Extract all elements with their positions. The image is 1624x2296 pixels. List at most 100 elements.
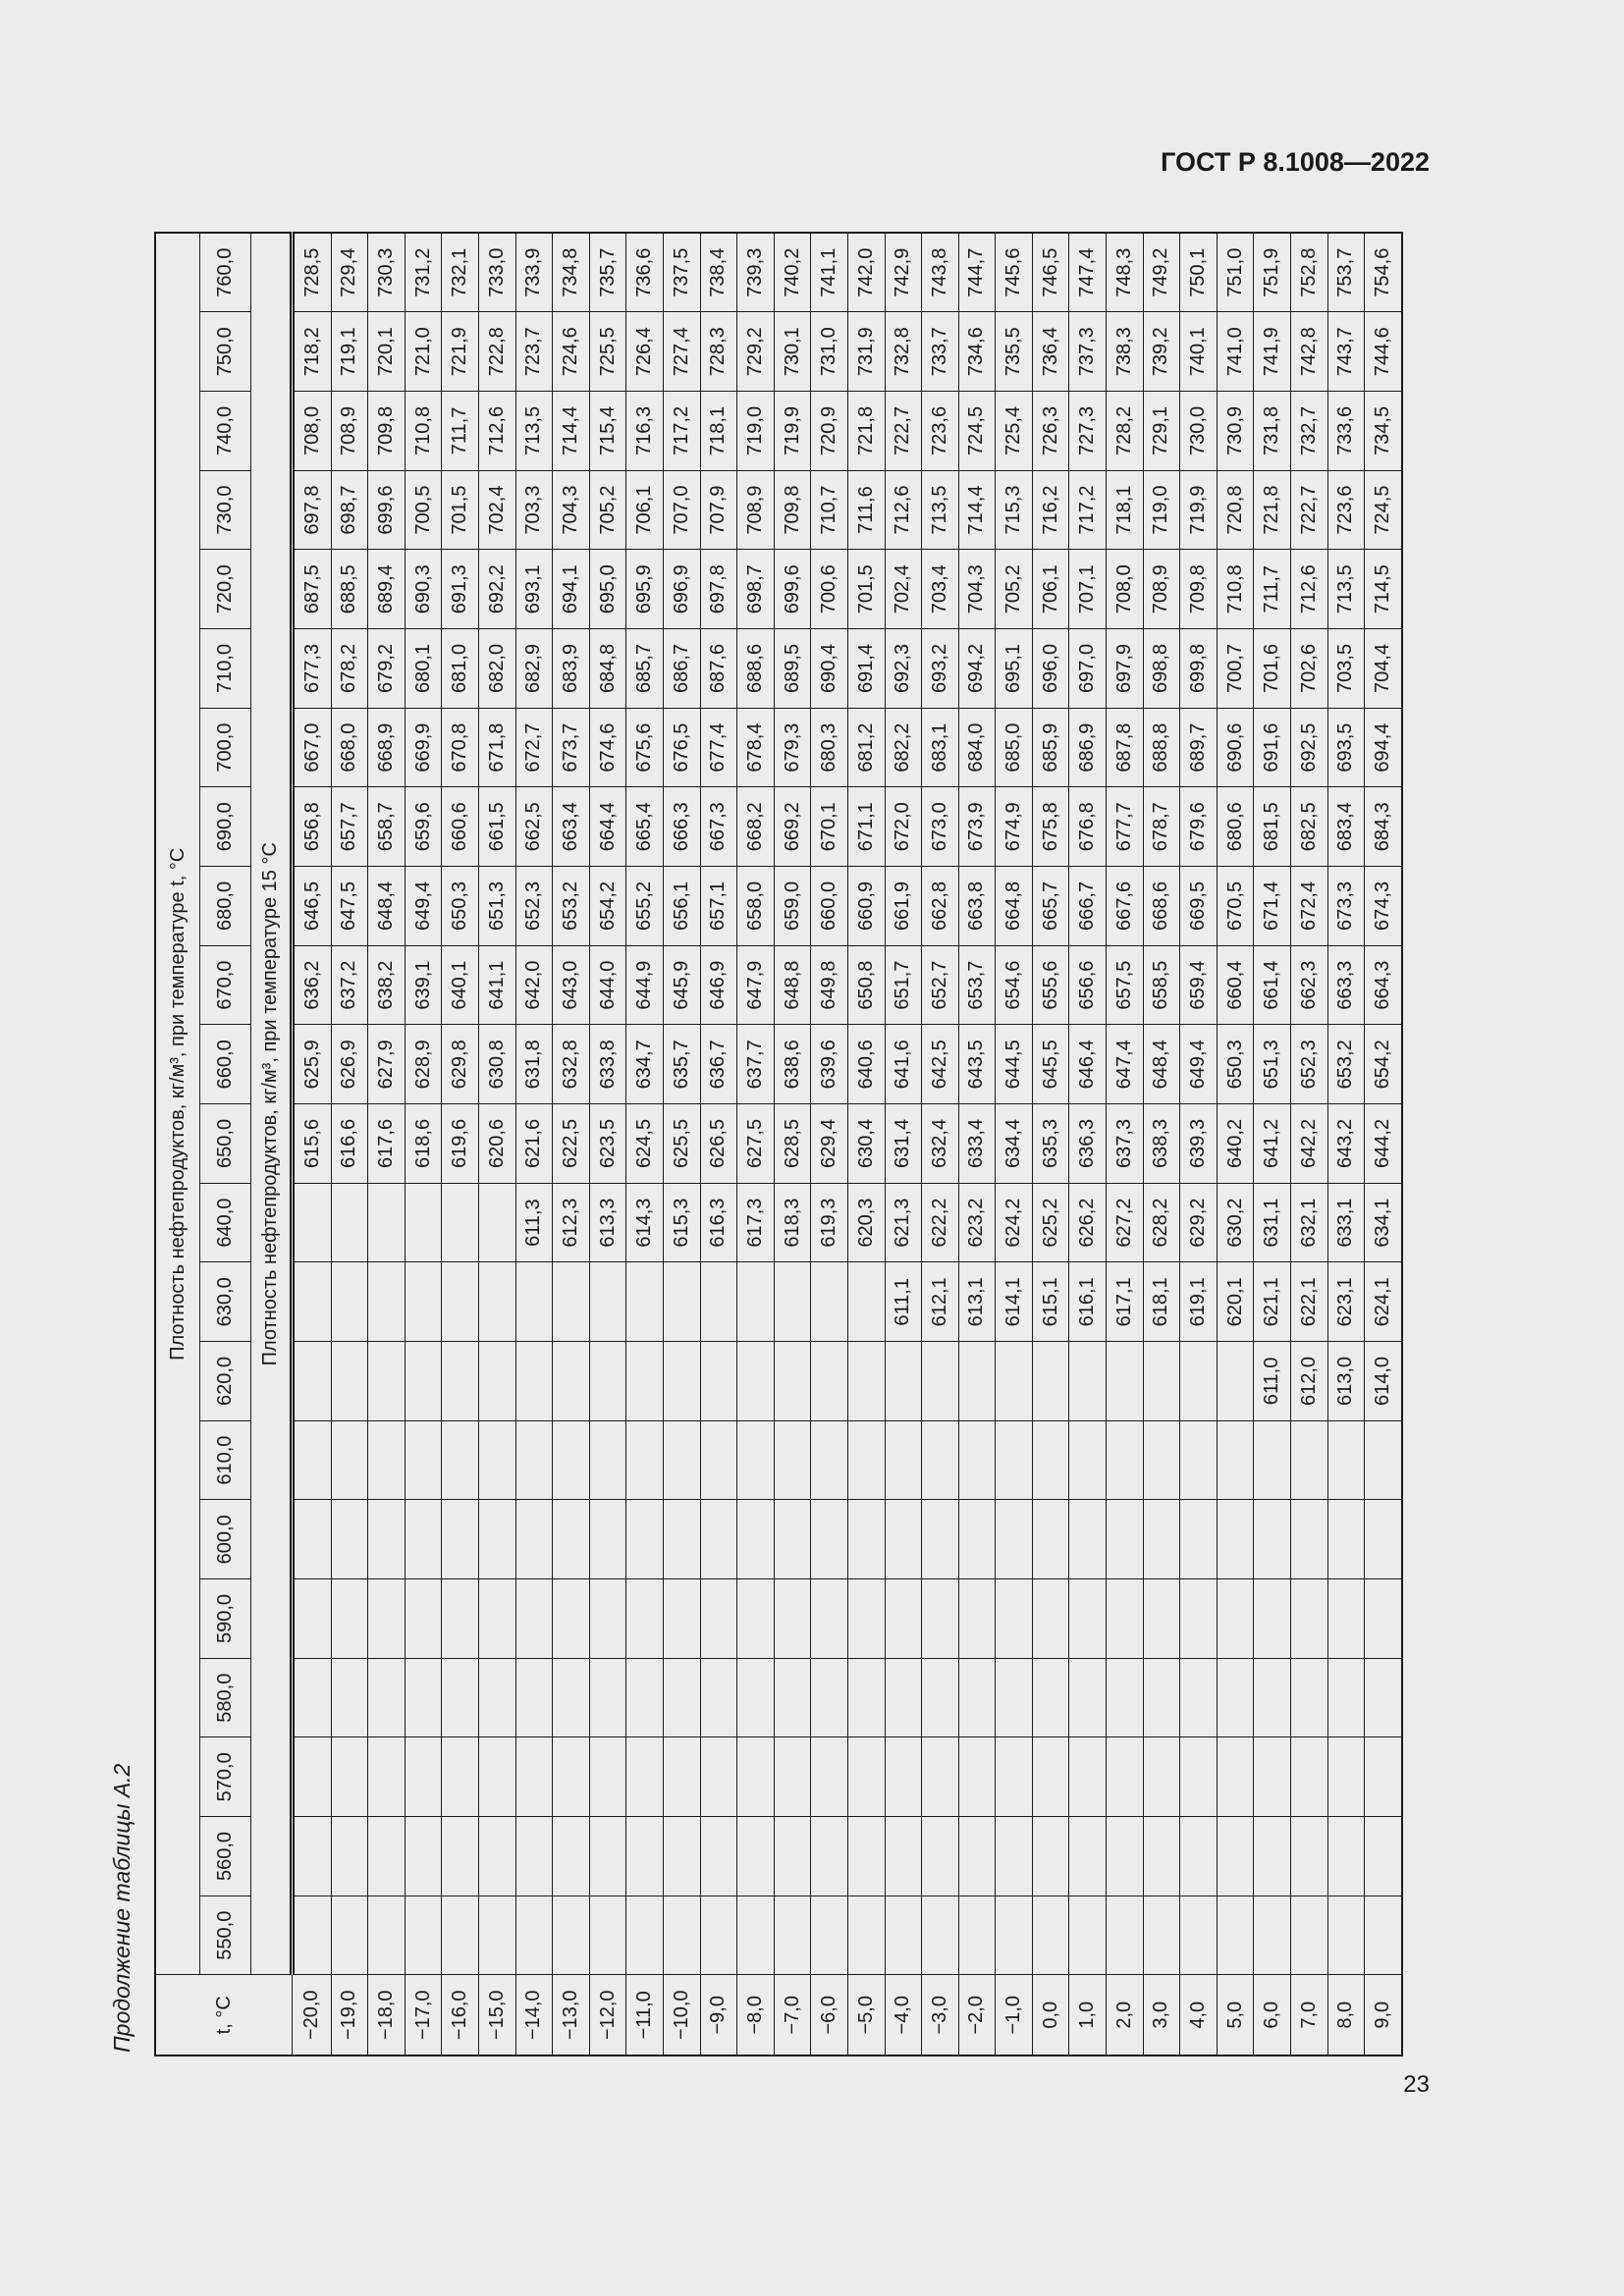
density-value-cell: 740,1 [1179, 311, 1218, 392]
density-value-cell: 729,1 [1143, 391, 1180, 471]
density-value-cell: 726,4 [625, 311, 664, 392]
density-value-cell [1068, 1658, 1107, 1737]
density-value-cell [847, 1658, 885, 1737]
density-value-cell: 673,9 [958, 786, 996, 867]
table-row: −7,0 618,3 628,5 638,6 648,8 659,0 669,2 679,3 6… [774, 233, 811, 2056]
density-value-cell: 719,9 [774, 391, 811, 471]
density-value-cell: 699,6 [367, 470, 406, 550]
density-value-cell: 710,7 [810, 470, 848, 550]
density-header-cell: 670,0 [199, 945, 251, 1025]
density-value-cell: 718,1 [1106, 470, 1144, 550]
density-value-cell [1032, 1736, 1069, 1817]
density-value-cell: 667,3 [700, 786, 737, 867]
density-value-cell: 642,5 [921, 1024, 959, 1104]
density-value-cell: 728,5 [292, 233, 332, 312]
density-value-cell [441, 1658, 479, 1737]
density-value-cell [1143, 1499, 1180, 1579]
density-value-cell: 641,6 [885, 1024, 922, 1104]
density-value-cell [331, 1816, 368, 1896]
density-value-cell [736, 1578, 775, 1659]
density-value-cell [625, 1578, 664, 1659]
density-value-cell [441, 1736, 479, 1817]
density-value-cell [736, 1816, 775, 1896]
density-value-cell: 664,4 [589, 786, 626, 867]
temperature-cell: −4,0 [885, 1975, 922, 2056]
density-value-cell: 677,7 [1106, 786, 1144, 867]
density-value-cell: 690,6 [1217, 708, 1254, 787]
density-value-cell: 723,6 [1327, 470, 1365, 550]
density-value-cell [552, 1816, 590, 1896]
temperature-cell: 6,0 [1253, 1975, 1291, 2056]
density-value-cell: 720,8 [1217, 470, 1254, 550]
density-value-cell: 721,0 [405, 311, 442, 392]
density-value-cell [1327, 1499, 1365, 1579]
density-value-cell [700, 1341, 737, 1421]
density-value-cell: 634,1 [1364, 1183, 1402, 1262]
density-value-cell [663, 1420, 701, 1500]
density-value-cell [1327, 1736, 1365, 1817]
table-row: 1,0 616,1 626,2 636,3 646,4 656,6 666,7 676,8 68… [1068, 233, 1107, 2056]
density-value-cell: 676,8 [1068, 786, 1107, 867]
density-value-cell [810, 1499, 848, 1579]
density-value-cell: 739,3 [736, 233, 775, 312]
density-value-cell: 652,3 [515, 866, 553, 946]
density-value-cell [292, 1816, 332, 1896]
density-value-cell: 618,1 [1143, 1261, 1180, 1342]
density-value-cell: 633,8 [589, 1024, 626, 1104]
density-value-cell [1364, 1420, 1402, 1500]
density-value-cell: 682,9 [515, 628, 553, 709]
density-value-cell [1032, 1341, 1069, 1421]
table-row: −17,0 618,6 628,9 639,1 649,4 659,6 669,9 680,1… [405, 233, 442, 2056]
density-value-cell: 642,0 [515, 945, 553, 1025]
density-value-cell: 624,2 [995, 1183, 1033, 1262]
density-value-cell: 661,4 [1253, 945, 1291, 1025]
density-value-cell [405, 1896, 442, 1975]
temperature-cell: −10,0 [663, 1975, 701, 2056]
density-value-cell [921, 1341, 959, 1421]
density-value-cell: 644,5 [995, 1024, 1033, 1104]
density-value-cell: 673,7 [552, 708, 590, 787]
density-value-cell: 659,4 [1179, 945, 1218, 1025]
density-value-cell: 645,5 [1032, 1024, 1069, 1104]
density-value-cell [1068, 1578, 1107, 1659]
density-value-cell: 662,3 [1290, 945, 1328, 1025]
density-value-cell [810, 1578, 848, 1659]
density-value-cell [1179, 1499, 1218, 1579]
density-value-cell: 744,6 [1364, 311, 1402, 392]
density-value-cell [552, 1578, 590, 1659]
density-value-cell: 672,0 [885, 786, 922, 867]
density-value-cell: 742,0 [847, 233, 885, 312]
density-value-cell [921, 1736, 959, 1817]
density-value-cell: 711,6 [847, 470, 885, 550]
temperature-cell: −16,0 [441, 1975, 479, 2056]
table-row: −15,0 620,6 630,8 641,1 651,3 661,5 671,8 682,0… [478, 233, 516, 2056]
density-value-cell: 741,9 [1253, 311, 1291, 392]
density-value-cell [1364, 1896, 1402, 1975]
density-value-cell: 662,8 [921, 866, 959, 946]
table-row: −13,0 612,3 622,5 632,8 643,0 653,2 663,4 673,7… [552, 233, 590, 2056]
density-value-cell [1106, 1658, 1144, 1737]
density-value-cell: 750,1 [1179, 233, 1218, 312]
density-value-cell: 702,4 [478, 470, 516, 550]
density-value-cell [736, 1499, 775, 1579]
density-value-cell: 633,1 [1327, 1183, 1365, 1262]
density-header-cell: 660,0 [199, 1024, 251, 1104]
density-value-cell: 737,3 [1068, 311, 1107, 392]
density-value-cell: 625,2 [1032, 1183, 1069, 1262]
density-value-cell: 637,7 [736, 1024, 775, 1104]
table-row: −2,0 613,1 623,2 633,4 643,5 653,7 663,8 673,9 6… [958, 233, 996, 2056]
density-table: t, °C Плотность нефтепродуктов, кг/м³, п… [154, 232, 1403, 2056]
density-value-cell [1290, 1420, 1328, 1500]
density-value-cell [1364, 1736, 1402, 1817]
density-value-cell: 688,8 [1143, 708, 1180, 787]
density-value-cell [405, 1261, 442, 1342]
density-value-cell [1253, 1578, 1291, 1659]
density-value-cell: 704,4 [1364, 628, 1402, 709]
density-value-cell [478, 1341, 516, 1421]
density-value-cell [478, 1183, 516, 1262]
density-value-cell: 654,2 [589, 866, 626, 946]
density-value-cell [736, 1736, 775, 1817]
density-value-cell: 631,8 [515, 1024, 553, 1104]
density-value-cell: 678,2 [331, 628, 368, 709]
density-value-cell: 690,4 [810, 628, 848, 709]
